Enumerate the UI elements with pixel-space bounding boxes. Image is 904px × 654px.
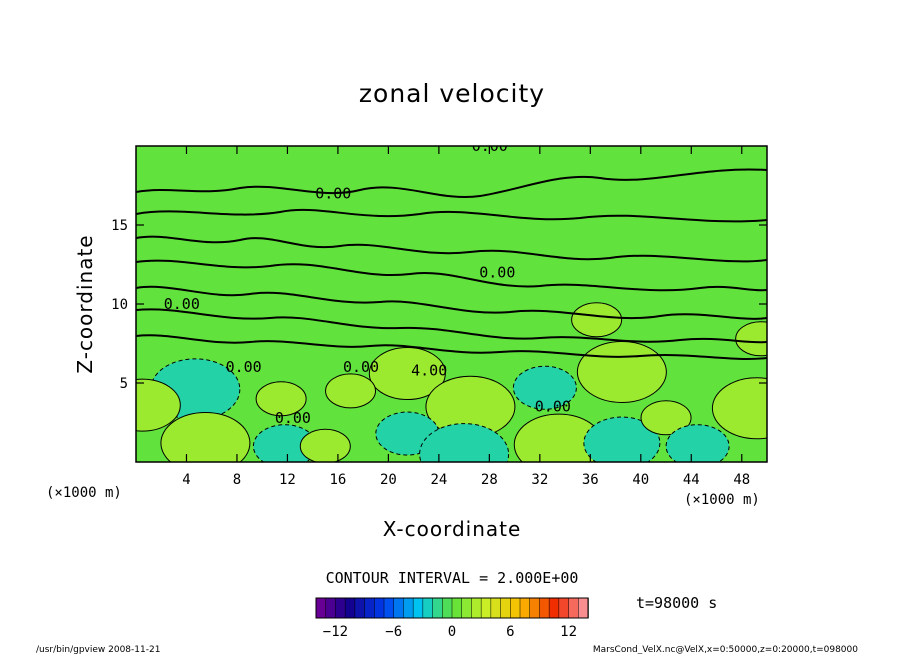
colorbar-ticks: −12 −6 0 6 12: [323, 624, 577, 640]
x-tick-label: 32: [531, 472, 548, 488]
contour-interval: CONTOUR INTERVAL = 2.000E+00: [326, 569, 579, 587]
colorbar-tick-label: 0: [448, 624, 456, 640]
x-tick-label: 16: [329, 472, 346, 488]
colorbar-segment: [315, 597, 327, 619]
anomaly-12-level-1: [583, 416, 661, 462]
contour-lines: [136, 168, 767, 360]
anomaly-4-level-1: [255, 381, 307, 417]
anomaly-15-level-1: [711, 377, 767, 440]
colorbar-segment: [539, 597, 550, 619]
time-label: t=98000 s: [636, 594, 717, 612]
contour-label: 0.00: [272, 26, 308, 44]
colorbar-segment: [335, 597, 346, 619]
colorbar-segment: [403, 597, 414, 619]
plot-area: 0.000.000.000.000.000.000.000.000.000.00…: [136, 0, 767, 462]
x-tick-label: 28: [481, 472, 498, 488]
x-tick-label: 44: [683, 472, 700, 488]
colorbar-tick-label: −12: [323, 624, 348, 640]
colorbar-segment: [442, 597, 453, 619]
x-tick-label: 4: [182, 472, 190, 488]
colorbar-segment: [393, 597, 405, 619]
colorbar-segment: [568, 597, 580, 619]
x-axis-ticks: 4 8 12 16 20 24 28 32 36 40 44 48: [182, 146, 750, 488]
colorbar-segment: [451, 597, 463, 619]
anomaly-2-level-1: [136, 378, 181, 432]
colorbar-segment: [480, 597, 492, 619]
colorbar-segment: [578, 597, 589, 619]
anomaly-1-level-1: [160, 412, 251, 462]
x-tick-label: 20: [380, 472, 397, 488]
anomaly-13-level-1: [640, 400, 692, 436]
anomaly-18-level-1: [325, 373, 377, 409]
colorbar-segment: [548, 597, 560, 619]
contour-label: 0.00: [343, 358, 379, 376]
anomaly-11-level-1: [576, 340, 667, 403]
x-tick-label: 8: [233, 472, 241, 488]
colorbar: [315, 597, 589, 619]
anomaly-5-level-1: [368, 347, 446, 401]
colorbar-tick-label: 6: [506, 624, 514, 640]
footer-right: MarsCond_VelX.nc@VelX,x=0:50000,z=0:2000…: [593, 645, 858, 654]
colorbar-segment: [510, 597, 521, 619]
x-axis-label: X-coordinate: [383, 517, 522, 541]
colorbar-tick-label: −6: [385, 624, 402, 640]
x-tick-label: 24: [430, 472, 447, 488]
y-axis-ticks: 5 10 15: [111, 218, 767, 392]
anomaly-17-level-1: [299, 428, 351, 462]
x-unit-right: (×1000 m): [684, 492, 760, 508]
colorbar-segment: [519, 597, 531, 619]
colorbar-segment: [471, 597, 482, 619]
footer-left: /usr/bin/gpview 2008-11-21: [36, 645, 160, 654]
contour-label: 0.00: [479, 263, 515, 281]
x-tick-label: 12: [279, 472, 296, 488]
y-tick-label: 10: [111, 297, 128, 313]
anomaly-16-level-1: [735, 321, 767, 357]
x-unit-left: (×1000 m): [46, 485, 122, 501]
velocity-anomalies: [136, 302, 767, 462]
y-axis-label: Z-coordinate: [73, 234, 97, 373]
x-tick-label: 40: [632, 472, 649, 488]
colorbar-segment: [374, 597, 385, 619]
colorbar-frame: [315, 597, 589, 619]
contour-label: 0.00: [391, 0, 427, 13]
colorbar-segment: [461, 597, 473, 619]
contour-label: 0.00: [315, 184, 351, 202]
anomaly-9-level-1: [512, 365, 577, 410]
colorbar-segment: [383, 597, 395, 619]
colorbar-segment: [412, 597, 424, 619]
colorbar-segment: [490, 597, 502, 619]
anomaly-14-level-1: [665, 424, 730, 462]
y-tick-label: 15: [111, 218, 128, 234]
colorbar-segment: [344, 597, 356, 619]
colorbar-segment: [500, 597, 512, 619]
chart-title: zonal velocity: [359, 79, 545, 108]
anomaly-19-level-1: [571, 302, 623, 338]
x-tick-label: 36: [582, 472, 599, 488]
colorbar-tick-label: 12: [560, 624, 577, 640]
contour-label: 0.00: [164, 295, 200, 313]
colorbar-segment: [432, 597, 444, 619]
colorbar-segment: [422, 597, 434, 619]
contour-label: 0.00: [226, 358, 262, 376]
contour-label: 4.00: [411, 361, 447, 379]
colorbar-segment: [364, 597, 376, 619]
colorbar-segment: [354, 597, 366, 619]
contour-label: 0.00: [275, 409, 311, 427]
y-tick-label: 5: [120, 376, 128, 392]
colorbar-segment: [529, 597, 541, 619]
colorbar-segment: [558, 597, 570, 619]
contour-label: 0.00: [535, 398, 571, 416]
colorbar-segment: [325, 597, 337, 619]
anomaly-8-level-1: [419, 423, 510, 462]
x-tick-label: 48: [733, 472, 750, 488]
